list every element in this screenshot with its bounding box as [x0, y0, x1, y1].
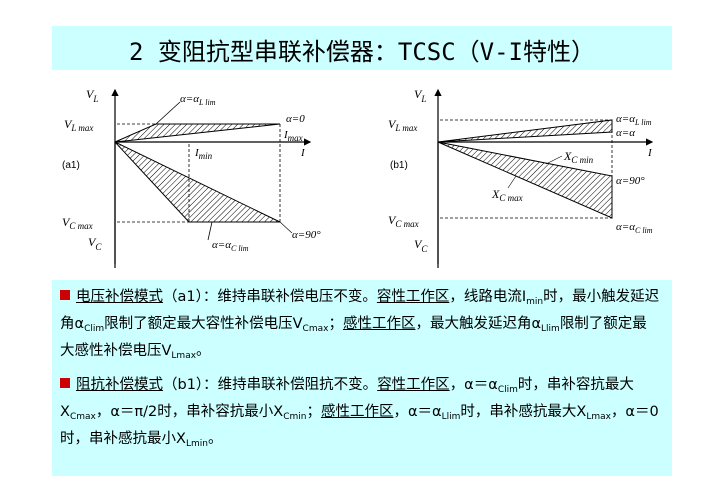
text-run: ，最大触发延迟角α [415, 316, 542, 332]
b1-label-alpha90: α=90° [616, 175, 645, 187]
text-run: ； [328, 316, 343, 332]
b1-label-vlmax: VL max [388, 117, 417, 133]
vi-diagrams-svg: VL VL max (a1) VC max VC α=αL lim α=0 Im… [62, 87, 654, 268]
text-run: ，线路电流I [449, 289, 527, 305]
a1-label-alpha0: α=0 [286, 113, 305, 125]
title-band: 2 变阻抗型串联补偿器：TCSC（V-I特性） [52, 26, 672, 70]
a1-label-alpha90: α=90° [292, 229, 321, 241]
b1-inductive-region [437, 119, 613, 143]
bullet-square-icon [60, 290, 70, 300]
page-title: 2 变阻抗型串联补偿器：TCSC（V-I特性） [128, 38, 596, 66]
subscript: Clim [84, 324, 105, 334]
capacitive-zone-term: 容性工作区 [377, 377, 450, 393]
paragraph-impedance-mode: 阻抗补偿模式（b1）：维持串联补偿阻抗不变。容性工作区，α＝αClim时，串补容… [60, 374, 660, 455]
text-run: ，α＝π/2时，串补容抗最小X [95, 404, 284, 420]
bullet-square-icon [60, 378, 70, 388]
a1-leader-alpha-clim [207, 221, 213, 241]
subscript: Lmax [586, 412, 611, 422]
text-run: ，α＝α [449, 377, 498, 393]
a1-leader-alpha-llim [155, 101, 181, 125]
b1-panel-label: (b1) [390, 160, 408, 171]
a1-label-imin: Imin [194, 147, 213, 161]
a1-leader-alpha90 [279, 221, 293, 234]
subscript: Clim [497, 385, 518, 395]
a1-label-vl: VL [86, 87, 98, 104]
subscript: Llim [541, 324, 560, 334]
text-run: 时，串补感抗最大X [460, 404, 587, 420]
a1-label-alpha-llim: α=αL lim [180, 93, 216, 107]
a1-capacitive-region [114, 141, 281, 223]
text-run: （b1）：维持串联补偿阻抗不变。 [163, 377, 378, 393]
text-run: ，α＝0时，串补感抗最小X [60, 404, 659, 447]
subscript: Cmax [69, 412, 96, 422]
subscript: Llim [441, 412, 461, 422]
b1-label-alpha-alpha: α=α [616, 127, 635, 139]
b1-label-vc: VC [414, 237, 428, 254]
inductive-zone-term: 感性工作区 [342, 316, 416, 332]
b1-label-alpha-llim: α=αL lim [616, 113, 652, 127]
a1-label-alpha-clim: α=αC lim [212, 239, 249, 253]
b1-label-xcmin: XC min [563, 149, 594, 165]
text-run: ； [306, 404, 321, 420]
a1-label-vc: VC [88, 235, 102, 252]
text-run: 时，最小触发延迟角α [60, 289, 660, 332]
a1-label-i-axis: I [300, 147, 306, 159]
subscript: min [526, 297, 544, 307]
b1-capacitive-region [437, 141, 613, 219]
subscript: Lmax [171, 351, 197, 361]
b1-leader-xcmax [507, 175, 517, 189]
subscript: Cmin [283, 412, 307, 422]
voltage-mode-heading: 电压补偿模式 [76, 289, 163, 305]
b1-label-i-axis: I [647, 147, 653, 159]
subscript: Lmin [185, 439, 208, 449]
a1-inductive-region [114, 123, 281, 143]
vi-characteristic-figures: VL VL max (a1) VC max VC α=αL lim α=0 Im… [52, 72, 672, 272]
text-run: 。 [207, 431, 223, 447]
b1-label-xcmax: XC max [491, 187, 523, 203]
figure-a1: VL VL max (a1) VC max VC α=αL lim α=0 Im… [62, 87, 321, 268]
a1-panel-label: (a1) [62, 160, 80, 171]
paragraph-voltage-mode: 电压补偿模式（a1）：维持串联补偿电压不变。容性工作区，线路电流Imin时，最小… [60, 286, 660, 367]
b1-leader-xcmin [545, 155, 563, 165]
text-run: 。 [196, 343, 211, 359]
a1-label-vcmax: VC max [62, 215, 93, 231]
text-run: 时，串补容抗最大X [60, 377, 634, 420]
a1-label-imax: Imax [283, 129, 303, 143]
a1-label-vlmax: VL max [64, 117, 93, 133]
subscript: Cmax [302, 324, 329, 334]
capacitive-zone-term: 容性工作区 [376, 289, 450, 305]
text-run: 限制了额定最大容性补偿电压V [104, 316, 303, 332]
impedance-mode-heading: 阻抗补偿模式 [76, 377, 163, 393]
description-band: 电压补偿模式（a1）：维持串联补偿电压不变。容性工作区，线路电流Imin时，最小… [52, 280, 672, 476]
text-run: 限制了额定最大感性补偿电压V [60, 316, 647, 359]
figure-b1: VL VL max (b1) VC max VC α=αL lim α=α I … [388, 87, 654, 268]
inductive-zone-term: 感性工作区 [320, 404, 394, 420]
text-run: （a1）：维持串联补偿电压不变。 [163, 289, 377, 305]
b1-label-alpha-clim: α=αC lim [616, 221, 653, 235]
b1-label-vl: VL [414, 87, 426, 104]
b1-label-vcmax: VC max [388, 213, 419, 229]
text-run: ，α＝α [393, 404, 442, 420]
